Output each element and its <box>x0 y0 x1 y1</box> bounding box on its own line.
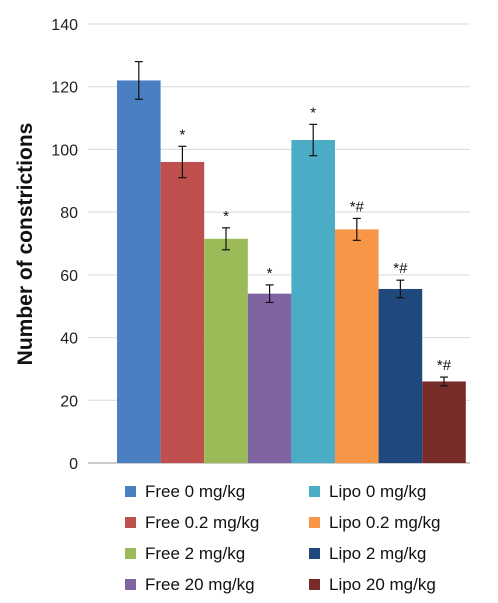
legend-swatch <box>309 579 320 590</box>
legend-label: Lipo 0.2 mg/kg <box>329 513 441 532</box>
bar <box>160 161 205 463</box>
bar <box>247 293 292 463</box>
legend-swatch <box>125 579 136 590</box>
legend-label: Lipo 2 mg/kg <box>329 544 426 563</box>
bar <box>117 80 161 463</box>
legend-label: Free 20 mg/kg <box>145 575 255 594</box>
legend-swatch <box>309 548 320 559</box>
y-tick-label: 100 <box>51 142 78 159</box>
legend-label: Lipo 0 mg/kg <box>329 482 426 501</box>
significance-label: *# <box>350 198 365 215</box>
legend-swatch <box>125 548 136 559</box>
bar <box>291 140 335 463</box>
legend-swatch <box>125 486 136 497</box>
y-axis-ticks: 0 20 40 60 80 100 120 140 <box>51 17 78 473</box>
legend-swatch <box>309 517 320 528</box>
y-tick-label: 40 <box>60 331 78 348</box>
y-tick-label: 0 <box>69 456 78 473</box>
bar <box>335 229 379 463</box>
legend-label: Lipo 20 mg/kg <box>329 575 436 594</box>
legend-label: Free 2 mg/kg <box>145 544 245 563</box>
legend-swatch <box>309 486 320 497</box>
y-axis-label: Number of constrictions <box>14 123 37 366</box>
significance-label: *# <box>393 260 408 277</box>
legend-label: Free 0 mg/kg <box>145 482 245 501</box>
y-tick-label: 140 <box>51 17 78 34</box>
significance-label: * <box>310 104 316 121</box>
bars: * * * * *# *# *# <box>117 61 466 463</box>
y-tick-label: 120 <box>51 80 78 97</box>
significance-label: * <box>223 208 229 225</box>
significance-label: *# <box>437 357 452 374</box>
significance-label: * <box>267 265 273 282</box>
legend-swatch <box>125 517 136 528</box>
bar <box>378 288 423 463</box>
legend: Free 0 mg/kg Free 0.2 mg/kg Free 2 mg/kg Fr… <box>125 482 441 594</box>
bar <box>204 238 248 463</box>
y-tick-label: 80 <box>60 205 78 222</box>
y-tick-label: 60 <box>60 268 78 285</box>
legend-label: Free 0.2 mg/kg <box>145 513 259 532</box>
bar <box>422 381 466 463</box>
significance-label: * <box>179 126 185 143</box>
y-tick-label: 20 <box>60 393 78 410</box>
